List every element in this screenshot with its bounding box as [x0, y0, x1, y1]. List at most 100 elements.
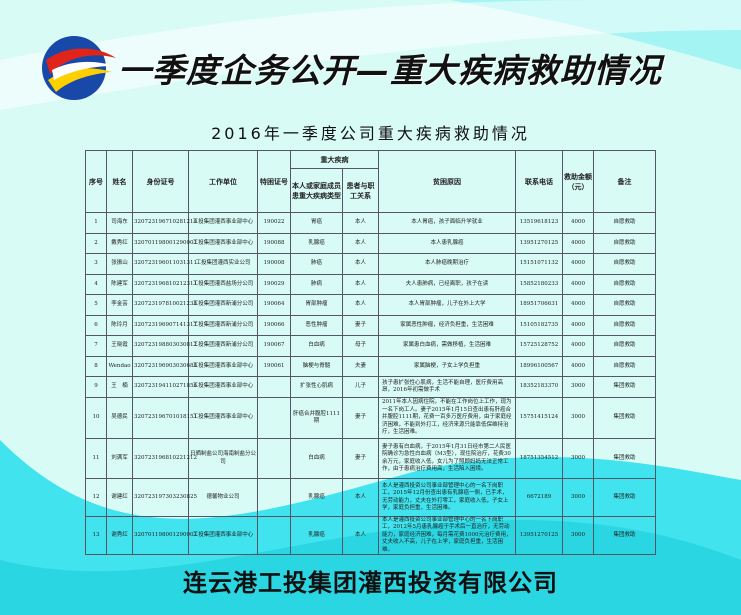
table-cell: 张振山: [106, 253, 133, 275]
table-cell: 乳腺癌: [290, 232, 343, 254]
table-cell: 320723198803030812: [132, 335, 197, 357]
table-cell: 13951270125: [515, 515, 563, 556]
table-cell: 日晒制盐公司海南制盐分公司: [188, 438, 258, 479]
page-title: 一季度企务公开—重大疾病救助情况: [118, 51, 662, 90]
table-cell: 320723196810221212: [132, 438, 197, 479]
table-cell: [257, 438, 291, 479]
table-cell: 本人: [342, 273, 379, 295]
table-cell: 妻子患有白血病，于2015年1月31日经市第二人民医院确诊为急性白血病（M3型）…: [378, 438, 516, 479]
table-cell: 190064: [257, 294, 291, 316]
table-cell: 儿子: [342, 376, 379, 398]
table-cell: 3000: [562, 438, 594, 479]
table-cell: 13519618123: [515, 212, 563, 234]
table-cell: 15151071132: [515, 253, 563, 275]
table-cell: 工投集团灌西实业公司: [188, 253, 258, 275]
col-header: 贫困原因: [378, 150, 516, 213]
table-cell: 4000: [562, 294, 594, 316]
table-cell: 集团救助: [593, 438, 656, 479]
table-cell: 320723194110271856: [132, 376, 197, 398]
table-cell: 本人是灌西投资公司事业部管理中心的一名下岗职工，2015年12月份查出患有乳腺癌…: [378, 478, 516, 517]
table-cell: 肺癌: [290, 253, 343, 275]
table-cell: 工投集团灌西事业部中心: [188, 355, 258, 377]
table-row: 6 陈玲月 320723196907141317 工投集团灌西新浦分公司 190066 恶…: [85, 314, 656, 336]
table-cell: 胃癌: [290, 212, 343, 234]
table-cell: 肺病: [290, 273, 343, 295]
table-cell: 工投集团灌西事业部中心: [188, 212, 258, 234]
col-header: 患者与职工关系: [342, 168, 379, 213]
table-cell: 18951706631: [515, 294, 563, 316]
table-cell: 自愿救助: [593, 314, 656, 336]
table-cell: 13951270125: [515, 232, 563, 254]
table-cell: 320701198001290002: [132, 232, 197, 254]
table-cell: 谢建红: [106, 478, 133, 517]
table-cell: 德馨物业公司: [188, 478, 258, 517]
table-cell: 陈建军: [106, 273, 133, 295]
table-cell: 本人胃部肿瘤，儿子在外上大学: [378, 294, 516, 316]
table-cell: 陈玲月: [106, 314, 133, 336]
table-cell: 本人: [342, 478, 379, 517]
table-row: 2 戴秀红 320701198001290002 工投集团灌西事业部中心 190088 乳…: [85, 232, 656, 254]
table-row: 7 王晓霞 320723198803030812 工投集团灌西新浦分公司 190067 白…: [85, 335, 656, 357]
table-cell: 320701198001290002: [132, 515, 197, 556]
col-header: 姓名: [106, 150, 133, 213]
table-cell: 孩子患扩张性心肌病，生活不能自理，医疗费用高昂，2016年初需做手术: [378, 376, 516, 398]
table-cell: 320723196011031311: [132, 253, 197, 275]
table-row: 13 谢秀红 320701198001290002 工投集团灌西事业部中心 乳腺癌 本人本…: [85, 515, 656, 556]
table-cell: 13: [85, 515, 107, 556]
table-row: 5 李金芸 320723197810021238 工投集团灌西新浦分公司 190064 胃…: [85, 294, 656, 316]
table-cell: 18996100567: [515, 355, 563, 377]
table-cell: 戴秀红: [106, 232, 133, 254]
table-cell: 6: [85, 314, 107, 336]
table-cell: 4000: [562, 273, 594, 295]
table-cell: 集团救助: [593, 397, 656, 439]
table-cell: 王 楠: [106, 376, 133, 398]
table-cell: 自愿救助: [593, 232, 656, 254]
table-cell: 190008: [257, 253, 291, 275]
table-cell: 本人肺癌晚期治疗: [378, 253, 516, 275]
table-cell: 15751415124: [515, 397, 563, 439]
table-cell: [257, 397, 291, 439]
table-cell: 4000: [562, 355, 594, 377]
table-cell: 本人: [342, 515, 379, 556]
table-cell: 190061: [257, 355, 291, 377]
table-row: 4 陈建军 320723196810212311 工投集团灌西盐场分公司 190029 肺…: [85, 273, 656, 295]
table-cell: 自愿救助: [593, 335, 656, 357]
table-cell: 白血病: [290, 438, 343, 479]
table-cell: 脑梗与脊髓: [290, 355, 343, 377]
table-row: 3 张振山 320723196011031311 工投集团灌西实业公司 190008 肺癌…: [85, 253, 656, 275]
table-cell: 工投集团灌西新浦分公司: [188, 294, 258, 316]
table-cell: 4000: [562, 314, 594, 336]
table-cell: 本人是灌西投资公司事业部管理中心的一名下岗职工，2012年5月患乳腺癌于手术后一…: [378, 515, 516, 556]
table-cell: 妻子: [342, 314, 379, 336]
table-cell: 自愿救助: [593, 355, 656, 377]
table-cell: 夫人患肺病，已经离职，孩子在读: [378, 273, 516, 295]
table-cell: 190088: [257, 232, 291, 254]
table-row: 12 谢建红 320723197303230825 德馨物业公司 乳腺癌 本人 本人是灌西投…: [85, 478, 656, 517]
table-cell: 4000: [562, 212, 594, 234]
table-row: 1 司海东 320723196710281210 工投集团灌西事业部中心 190022 胃…: [85, 212, 656, 234]
table-cell: 4000: [562, 335, 594, 357]
table-cell: 妻子: [342, 397, 379, 439]
table-cell: 4: [85, 273, 107, 295]
table-cell: 10: [85, 397, 107, 439]
table-cell: 王晓霞: [106, 335, 133, 357]
table-cell: 本人: [342, 232, 379, 254]
col-header: 特困证号: [257, 150, 291, 213]
table-cell: [257, 376, 291, 398]
table-cell: 320723197303230825: [132, 478, 197, 517]
table-cell: 工投集团灌西事业部中心: [188, 376, 258, 398]
col-header: 工作单位: [188, 150, 258, 213]
table-cell: 工投集团灌西事业部中心: [188, 232, 258, 254]
table-cell: 18751354512: [515, 438, 563, 479]
table-cell: 6672189: [515, 478, 563, 517]
table-cell: 3: [85, 253, 107, 275]
table-cell: Wendao: [106, 355, 133, 377]
table-cell: 12: [85, 478, 107, 517]
table-cell: 320723196903030688: [132, 355, 197, 377]
table-cell: 18352183370: [515, 376, 563, 398]
table-cell: [257, 515, 291, 556]
table-row: 11 刘满军 320723196810221212 日晒制盐公司海南制盐分公司 白血病妻…: [85, 438, 656, 479]
table-cell: 工投集团灌西事业部中心: [188, 515, 258, 556]
company-logo: [42, 36, 116, 100]
